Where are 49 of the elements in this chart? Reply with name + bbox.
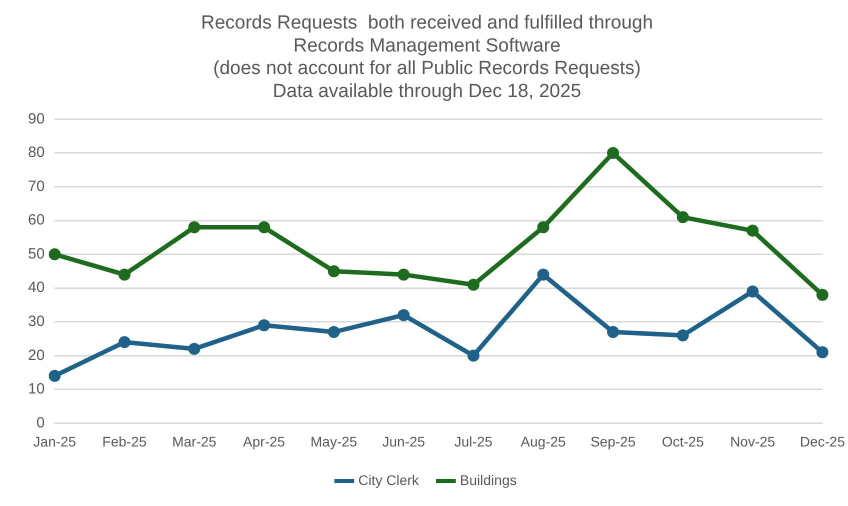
y-tick-label: 0 xyxy=(36,414,45,432)
point xyxy=(816,346,828,358)
y-tick-label: 70 xyxy=(28,178,45,195)
point xyxy=(467,278,480,291)
point xyxy=(607,326,620,338)
legend-label: Buildings xyxy=(460,472,517,488)
point xyxy=(118,336,130,348)
x-tick-label: Mar-25 xyxy=(172,433,217,450)
x-tick-label: Oct-25 xyxy=(662,433,704,450)
legend-label: City Clerk xyxy=(358,472,420,488)
x-tick-label: Dec-25 xyxy=(800,433,846,450)
x-tick-label: Aug-25 xyxy=(520,433,566,450)
point xyxy=(676,211,689,224)
point xyxy=(746,285,759,298)
point xyxy=(816,288,828,301)
y-tick-label: 10 xyxy=(28,380,45,398)
x-tick-label: Jun-25 xyxy=(382,433,426,450)
x-tick-label: Apr-25 xyxy=(243,433,286,450)
point xyxy=(48,370,61,382)
x-tick-label: Jan-25 xyxy=(33,433,76,450)
y-tick-label: 80 xyxy=(28,144,45,162)
x-tick-label: Jul-25 xyxy=(454,433,493,450)
point xyxy=(258,221,270,234)
point xyxy=(676,329,689,342)
point xyxy=(398,268,410,281)
point xyxy=(328,326,340,338)
x-tick-label: Nov-25 xyxy=(730,433,776,450)
x-tick-label: May-25 xyxy=(310,433,358,450)
point xyxy=(258,319,270,332)
point xyxy=(537,268,550,281)
point xyxy=(467,350,480,362)
point xyxy=(48,248,61,260)
point xyxy=(537,221,550,234)
point xyxy=(607,146,620,159)
x-tick-label: Sep-25 xyxy=(590,433,636,450)
y-tick-label: 30 xyxy=(28,313,45,330)
x-tick-label: Feb-25 xyxy=(102,433,147,450)
point xyxy=(118,268,130,281)
point xyxy=(746,224,759,237)
chart-title: Records Requests both received and fulfilled through Records Management Software (does not account for all Public Records Requests) Data available through Dec 18, 2025 xyxy=(200,12,654,102)
point xyxy=(398,309,410,322)
y-tick-label: 60 xyxy=(28,212,45,229)
point xyxy=(328,265,340,278)
point xyxy=(188,342,200,355)
y-tick-label: 90 xyxy=(28,110,45,128)
point xyxy=(188,221,200,234)
y-tick-label: 20 xyxy=(28,346,45,364)
y-tick-label: 50 xyxy=(28,245,45,262)
y-tick-label: 40 xyxy=(28,279,45,296)
